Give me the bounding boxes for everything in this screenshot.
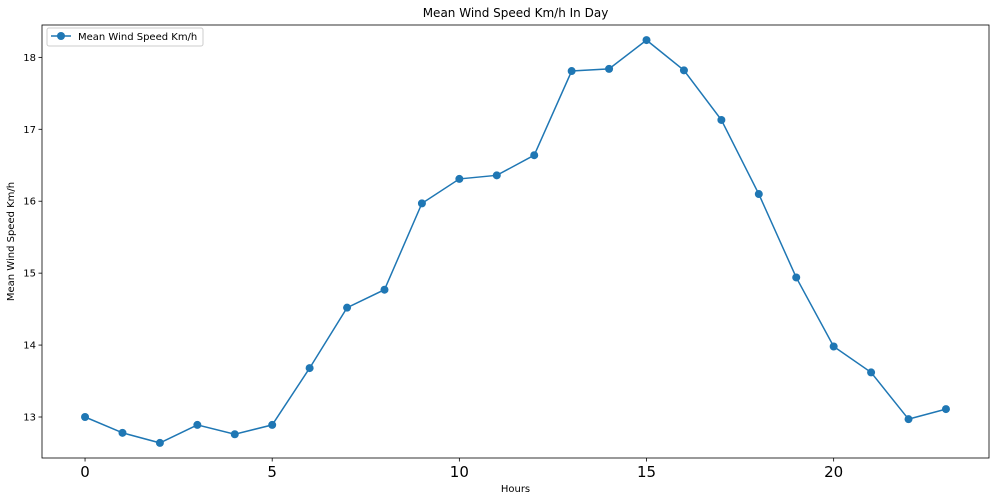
x-axis: 0 5 10 15 20 bbox=[80, 458, 843, 481]
data-point bbox=[754, 190, 763, 199]
data-point bbox=[268, 420, 277, 429]
y-tick-label: 14 bbox=[23, 341, 36, 352]
data-point bbox=[193, 420, 202, 429]
y-axis-label: Mean Wind Speed Km/h bbox=[6, 182, 17, 301]
plot-frame bbox=[41, 24, 990, 459]
data-point bbox=[455, 174, 464, 183]
y-tick-label: 18 bbox=[23, 53, 36, 64]
series-layer bbox=[81, 36, 950, 447]
data-point bbox=[605, 64, 614, 73]
x-tick-label: 5 bbox=[267, 463, 277, 481]
y-tick-label: 15 bbox=[23, 269, 36, 280]
data-point bbox=[530, 151, 539, 160]
data-point bbox=[679, 66, 688, 75]
data-point bbox=[305, 364, 314, 373]
x-tick-label: 0 bbox=[80, 463, 90, 481]
data-point bbox=[867, 368, 876, 377]
data-point bbox=[567, 67, 576, 76]
y-tick-label: 17 bbox=[23, 125, 36, 136]
chart-title: Mean Wind Speed Km/h In Day bbox=[423, 6, 609, 20]
data-point bbox=[829, 342, 838, 351]
y-tick-label: 16 bbox=[23, 197, 36, 208]
x-tick-label: 10 bbox=[450, 463, 469, 481]
data-point bbox=[642, 36, 651, 45]
x-tick-label: 20 bbox=[824, 463, 843, 481]
legend-entry-label: Mean Wind Speed Km/h bbox=[78, 32, 197, 43]
legend: Mean Wind Speed Km/h bbox=[46, 27, 204, 47]
data-point bbox=[343, 303, 352, 312]
series-line bbox=[84, 39, 947, 444]
data-point bbox=[417, 199, 426, 208]
y-tick-label: 13 bbox=[23, 413, 36, 424]
data-point bbox=[118, 428, 127, 437]
data-point bbox=[380, 285, 389, 294]
data-point bbox=[792, 273, 801, 282]
x-axis-label: Hours bbox=[501, 484, 530, 495]
data-point bbox=[492, 171, 501, 180]
data-point bbox=[81, 413, 90, 422]
data-point bbox=[230, 430, 239, 439]
data-point bbox=[155, 438, 164, 447]
x-tick-label: 15 bbox=[637, 463, 656, 481]
data-point bbox=[941, 405, 950, 414]
legend-marker-swatch bbox=[57, 32, 65, 40]
data-point bbox=[904, 415, 913, 424]
legend-box bbox=[46, 27, 204, 47]
y-axis: 13 14 15 16 17 18 bbox=[23, 53, 42, 424]
data-point bbox=[717, 115, 726, 124]
